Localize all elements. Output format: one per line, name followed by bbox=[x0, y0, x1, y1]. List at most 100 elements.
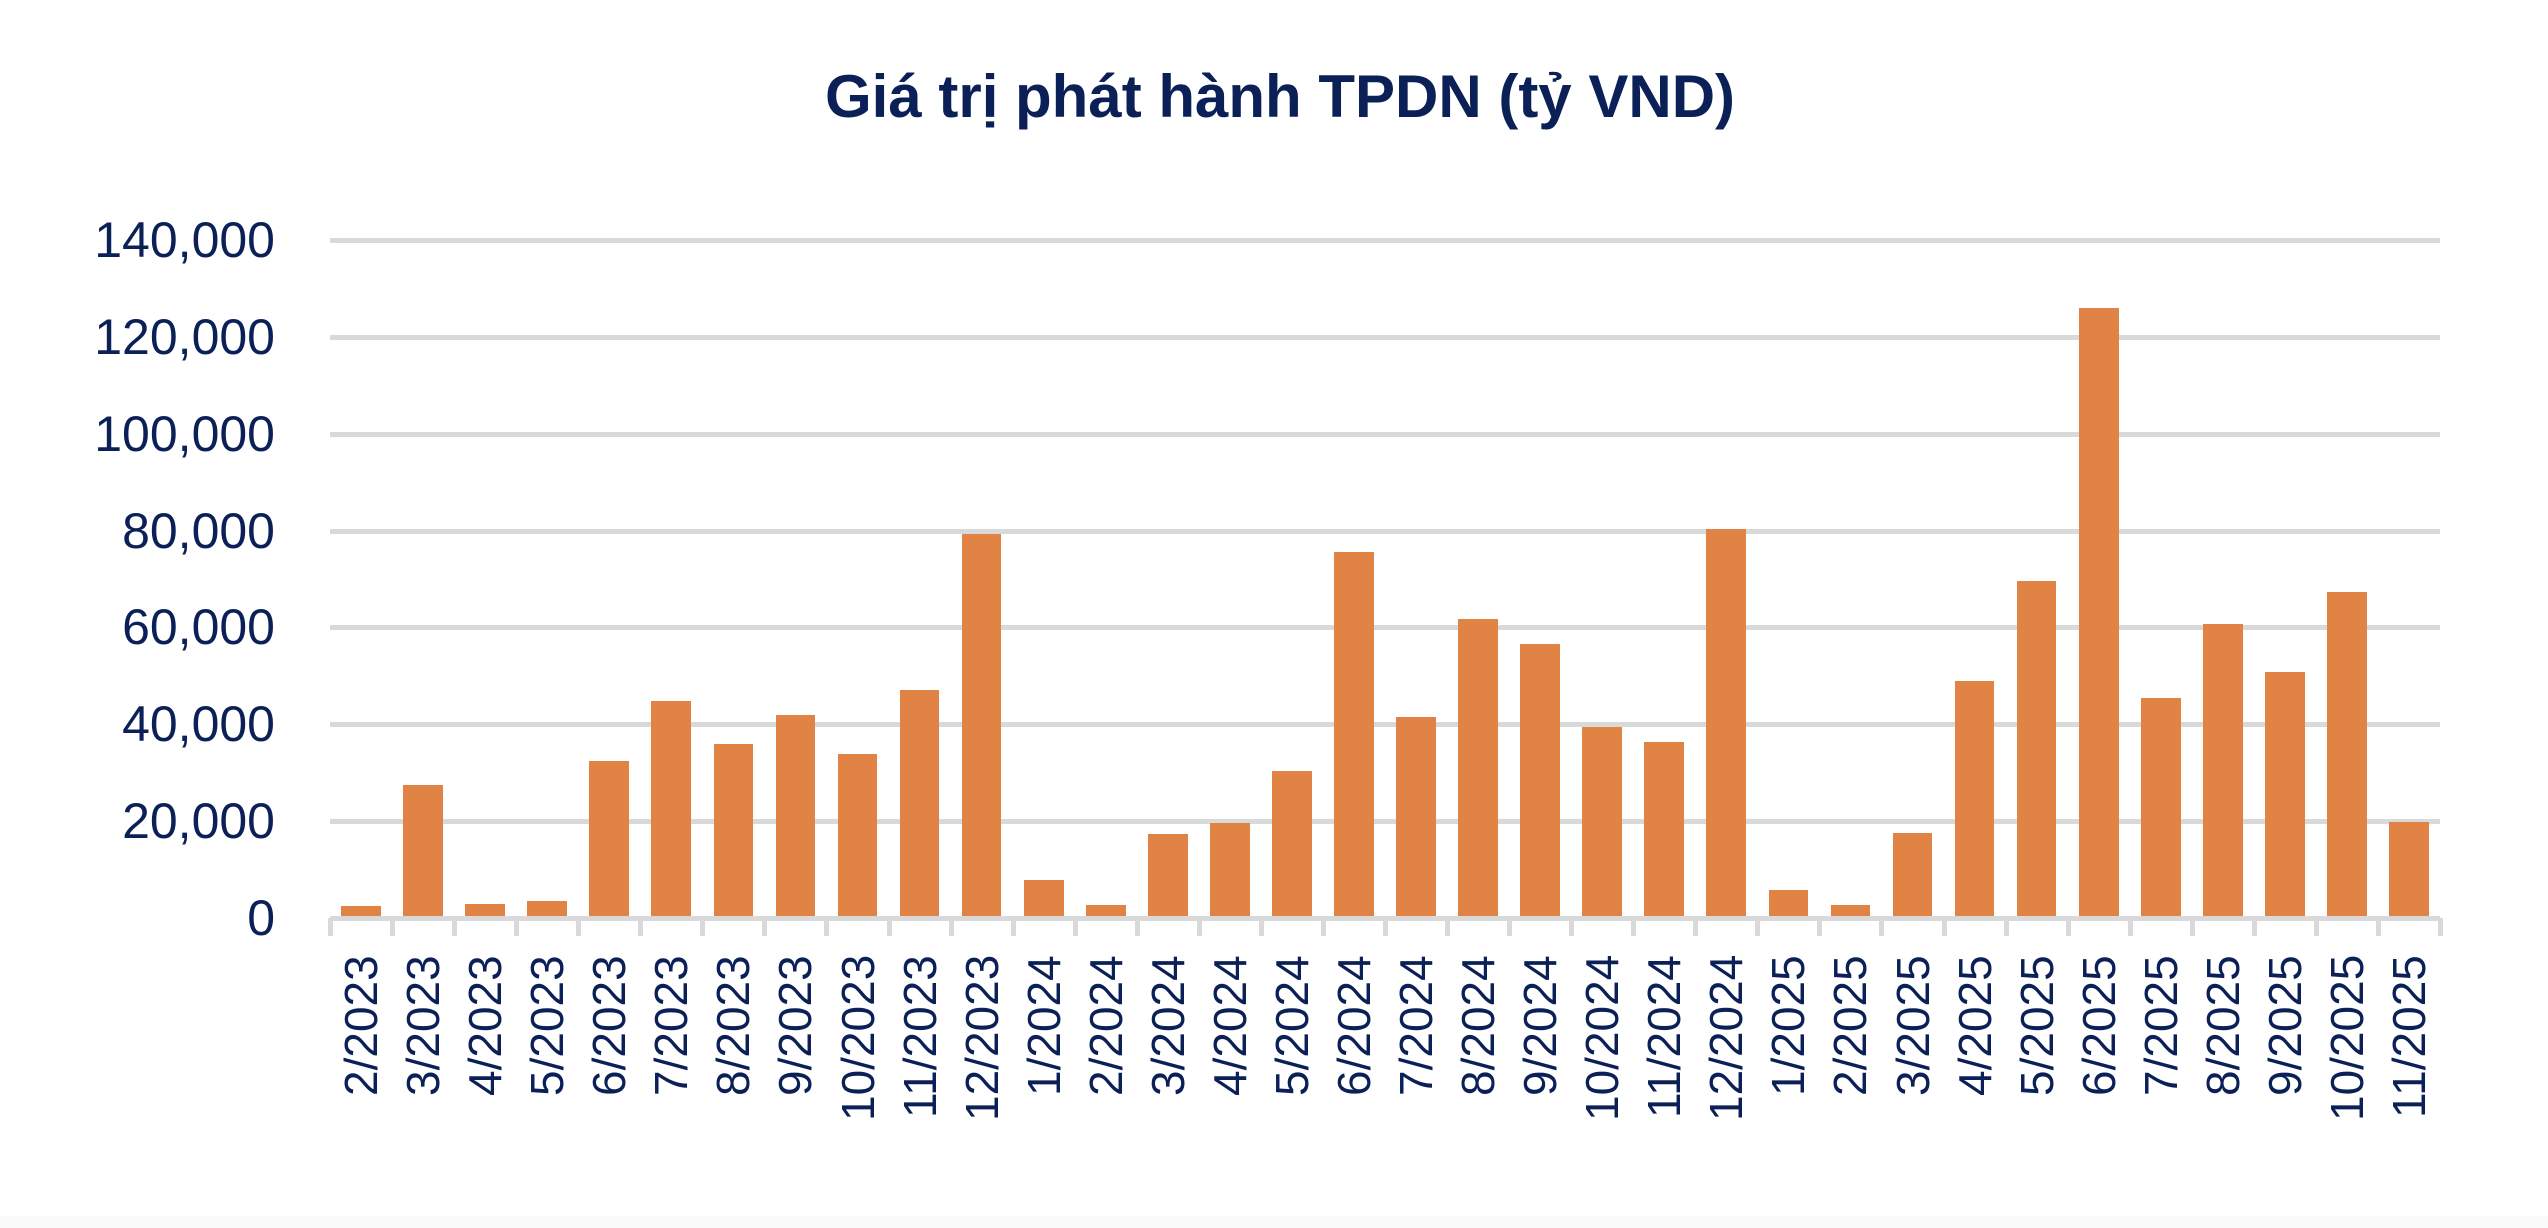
bar-9-2024 bbox=[1520, 643, 1560, 916]
x-tick bbox=[2438, 918, 2443, 936]
y-tick-label: 80,000 bbox=[122, 502, 275, 559]
bar-10-2024 bbox=[1582, 727, 1623, 916]
bar-3-2023 bbox=[403, 785, 443, 916]
x-tick bbox=[1569, 918, 1575, 936]
gridline bbox=[330, 528, 2440, 534]
gridline bbox=[330, 625, 2440, 631]
bar-3-2024 bbox=[1147, 833, 1188, 916]
x-tick bbox=[1631, 918, 1637, 936]
x-tick-label: 4/2024 bbox=[1203, 955, 1256, 1096]
chart-title: Giá trị phát hành TPDN (tỷ VND) bbox=[824, 63, 1736, 130]
x-tick bbox=[1196, 918, 1202, 936]
bar-7-2025 bbox=[2140, 697, 2181, 916]
bar-9-2025 bbox=[2264, 672, 2305, 916]
x-tick bbox=[1755, 918, 1761, 936]
bar-1-2025 bbox=[1768, 889, 1809, 916]
gridline bbox=[330, 431, 2440, 437]
x-tick-label: 7/2023 bbox=[645, 955, 698, 1096]
x-tick-label: 12/2024 bbox=[1700, 954, 1753, 1121]
gridline bbox=[330, 819, 2440, 825]
bar-7-2023 bbox=[651, 700, 692, 916]
x-tick bbox=[1072, 918, 1078, 936]
x-tick bbox=[1383, 918, 1388, 936]
bar-5-2025 bbox=[2016, 581, 2057, 916]
x-tick-label: 1/2024 bbox=[1017, 955, 1070, 1096]
x-tick bbox=[2375, 918, 2381, 936]
bar-6-2024 bbox=[1334, 551, 1374, 916]
x-tick-label: 11/2025 bbox=[2382, 955, 2435, 1118]
bar-7-2024 bbox=[1396, 717, 1436, 916]
bar-9-2023 bbox=[775, 714, 816, 916]
x-tick-label: 7/2025 bbox=[2134, 955, 2187, 1096]
x-tick-label: 5/2025 bbox=[2010, 955, 2063, 1096]
x-tick bbox=[1941, 918, 1947, 936]
bar-4-2025 bbox=[1954, 680, 1995, 916]
bar-8-2025 bbox=[2202, 623, 2243, 916]
x-tick bbox=[2003, 918, 2009, 936]
x-tick bbox=[1693, 918, 1699, 936]
x-tick-label: 3/2023 bbox=[397, 955, 450, 1096]
bar-11-2024 bbox=[1644, 741, 1685, 916]
y-tick-label: 0 bbox=[247, 890, 275, 946]
x-tick bbox=[576, 918, 582, 936]
bar-1-2024 bbox=[1023, 879, 1064, 916]
x-tick-label: 10/2024 bbox=[1576, 954, 1629, 1121]
gridline bbox=[330, 238, 2440, 243]
x-tick-label: 1/2025 bbox=[1762, 955, 1815, 1096]
bar-8-2024 bbox=[1458, 618, 1498, 916]
x-tick bbox=[886, 918, 892, 936]
x-tick bbox=[1817, 918, 1823, 936]
x-tick bbox=[390, 918, 396, 936]
bar-12-2023 bbox=[961, 534, 1002, 916]
x-tick-label: 6/2025 bbox=[2072, 955, 2125, 1096]
x-tick-label: 2/2025 bbox=[1824, 955, 1877, 1096]
x-tick-label: 9/2023 bbox=[769, 955, 822, 1096]
x-tick bbox=[2127, 918, 2133, 936]
x-tick-label: 8/2025 bbox=[2196, 955, 2249, 1096]
plot-area bbox=[328, 238, 2443, 936]
x-tick-label: 3/2025 bbox=[1886, 955, 1939, 1096]
x-tick bbox=[2313, 918, 2319, 936]
bar-2-2023 bbox=[341, 906, 381, 916]
x-tick bbox=[328, 918, 333, 936]
bar-5-2024 bbox=[1272, 771, 1312, 916]
x-tick bbox=[2065, 918, 2071, 936]
x-tick-label: 5/2023 bbox=[521, 955, 574, 1096]
bar-4-2023 bbox=[465, 903, 505, 916]
x-tick bbox=[1445, 918, 1451, 936]
bar-8-2023 bbox=[713, 743, 754, 916]
x-tick bbox=[824, 918, 830, 936]
x-tick-label: 12/2023 bbox=[955, 954, 1008, 1121]
bar-12-2024 bbox=[1706, 529, 1747, 916]
bar-6-2025 bbox=[2078, 308, 2119, 916]
x-tick bbox=[762, 918, 768, 936]
bar-2-2025 bbox=[1830, 904, 1871, 916]
footer-strip bbox=[0, 1216, 2548, 1228]
bar-3-2025 bbox=[1892, 833, 1933, 916]
y-tick-label: 20,000 bbox=[122, 793, 275, 850]
x-tick bbox=[948, 918, 954, 936]
x-tick bbox=[1507, 918, 1513, 936]
x-tick bbox=[1879, 918, 1885, 936]
x-tick-label: 7/2024 bbox=[1390, 955, 1443, 1096]
x-tick-label: 4/2025 bbox=[1948, 955, 2001, 1096]
x-tick bbox=[700, 918, 706, 936]
gridline bbox=[330, 334, 2440, 340]
bar-10-2023 bbox=[837, 753, 878, 916]
bar-5-2023 bbox=[527, 900, 568, 916]
x-tick-label: 6/2024 bbox=[1327, 955, 1380, 1096]
x-tick bbox=[638, 918, 644, 936]
x-tick-label: 9/2024 bbox=[1514, 955, 1567, 1096]
x-tick-label: 9/2025 bbox=[2258, 955, 2311, 1096]
bar-6-2023 bbox=[589, 761, 630, 916]
bar-4-2024 bbox=[1209, 823, 1250, 916]
x-tick bbox=[514, 918, 520, 936]
y-tick-label: 100,000 bbox=[94, 405, 275, 462]
gridline bbox=[330, 722, 2440, 728]
x-tick-label: 5/2024 bbox=[1265, 955, 1318, 1096]
x-tick bbox=[1320, 918, 1326, 936]
x-tick-label: 8/2024 bbox=[1452, 955, 1505, 1096]
bar-10-2025 bbox=[2327, 592, 2367, 916]
y-tick-label: 120,000 bbox=[94, 308, 275, 365]
x-tick-label: 6/2023 bbox=[583, 955, 636, 1096]
